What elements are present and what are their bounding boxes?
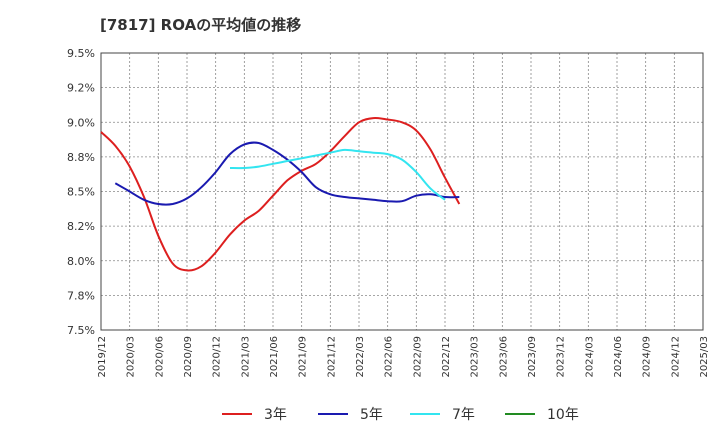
y-tick-label: 8.8% (67, 151, 95, 164)
grid (101, 53, 703, 330)
y-tick-label: 7.5% (67, 324, 95, 337)
x-tick-label: 2025/03 (699, 336, 710, 378)
chart-title: [7817] ROAの平均値の推移 (100, 16, 302, 34)
x-tick-label: 2020/09 (183, 336, 194, 378)
series-lines (100, 116, 461, 272)
x-tick-label: 2024/09 (642, 336, 653, 378)
series-line-1 (100, 116, 461, 272)
x-tick-label: 2019/12 (97, 336, 108, 378)
y-tick-label: 9.0% (67, 116, 95, 129)
x-tick-label: 2020/12 (212, 336, 223, 378)
legend-label: 3年 (264, 407, 287, 423)
x-tick-label: 2024/03 (584, 336, 595, 378)
legend-label: 10年 (547, 407, 579, 423)
x-tick-label: 2023/03 (470, 336, 481, 378)
x-tick-label: 2020/06 (154, 336, 165, 378)
y-tick-label: 8.5% (67, 186, 95, 199)
axes: 7.5% 7.8% 8.0% 8.2% 8.5% 8.8% 9.0% 9.2% 9.5% 2019… (67, 47, 710, 378)
x-tick-label: 2023/06 (498, 336, 509, 378)
x-tick-label: 2023/09 (527, 336, 538, 378)
y-tick-label: 8.2% (67, 220, 95, 233)
x-tick-label: 2024/06 (613, 336, 624, 378)
x-tick-label: 2021/06 (269, 336, 280, 378)
legend-label: 5年 (360, 407, 383, 423)
plot-frame (100, 52, 704, 331)
series-line-2 (114, 141, 460, 206)
y-tick-label: 7.8% (67, 289, 95, 302)
legend: 3年 5年 7年 10年 (222, 407, 579, 423)
x-tick-label: 2022/03 (355, 336, 366, 378)
x-tick-label: 2022/12 (441, 336, 452, 378)
y-tick-label: 9.2% (67, 82, 95, 95)
y-tick-label: 8.0% (67, 255, 95, 268)
series-line-3 (229, 148, 446, 201)
legend-label: 7年 (452, 407, 475, 423)
y-tick-label: 9.5% (67, 47, 95, 60)
x-tick-label: 2021/09 (298, 336, 309, 378)
x-tick-label: 2022/09 (412, 336, 423, 378)
x-tick-label: 2023/12 (556, 336, 567, 378)
x-tick-label: 2021/03 (240, 336, 251, 378)
x-tick-label: 2021/12 (326, 336, 337, 378)
x-tick-label: 2022/06 (384, 336, 395, 378)
x-tick-label: 2020/03 (126, 336, 137, 378)
x-tick-label: 2024/12 (670, 336, 681, 378)
